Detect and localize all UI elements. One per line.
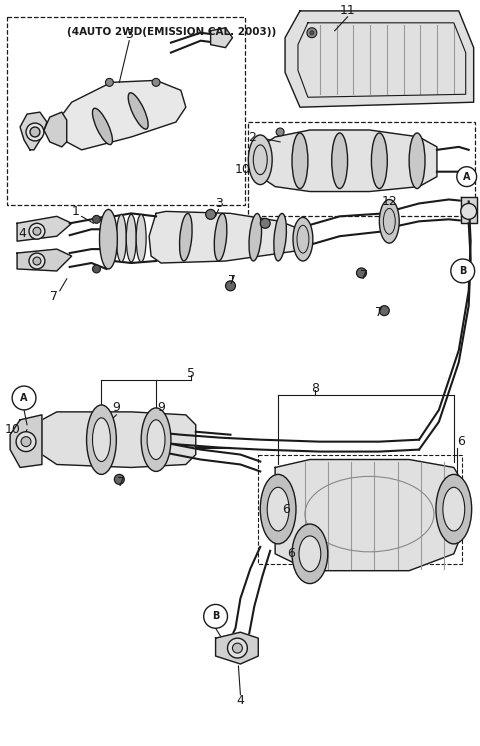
- Ellipse shape: [379, 199, 399, 243]
- Bar: [7, 17, 245, 205]
- Ellipse shape: [93, 108, 112, 145]
- Text: 9: 9: [112, 401, 120, 415]
- Circle shape: [29, 223, 45, 239]
- Ellipse shape: [260, 474, 296, 544]
- Text: 3: 3: [215, 197, 223, 210]
- Text: 1: 1: [72, 205, 80, 218]
- Text: 3: 3: [125, 28, 133, 41]
- Bar: [258, 454, 462, 564]
- Text: 7: 7: [50, 290, 58, 303]
- Circle shape: [29, 253, 45, 269]
- Ellipse shape: [436, 474, 472, 544]
- Ellipse shape: [292, 524, 328, 583]
- Circle shape: [260, 219, 270, 228]
- Text: B: B: [212, 611, 219, 621]
- Polygon shape: [260, 130, 437, 192]
- Circle shape: [16, 432, 36, 451]
- Ellipse shape: [443, 487, 465, 531]
- Circle shape: [30, 127, 40, 137]
- Ellipse shape: [99, 210, 117, 269]
- Ellipse shape: [128, 93, 148, 129]
- Text: A: A: [20, 393, 28, 403]
- Ellipse shape: [180, 213, 192, 261]
- Polygon shape: [216, 632, 258, 664]
- Circle shape: [33, 257, 41, 265]
- Circle shape: [106, 78, 113, 87]
- Ellipse shape: [126, 214, 136, 262]
- Text: 10: 10: [4, 423, 20, 436]
- Text: 7: 7: [375, 306, 384, 319]
- Text: 11: 11: [340, 4, 356, 17]
- Polygon shape: [57, 81, 186, 150]
- Polygon shape: [275, 460, 464, 571]
- Polygon shape: [211, 28, 232, 48]
- Text: 2: 2: [249, 131, 256, 145]
- Text: 6: 6: [457, 435, 465, 448]
- Text: 4: 4: [237, 695, 244, 707]
- Circle shape: [310, 31, 314, 35]
- Ellipse shape: [214, 213, 227, 261]
- Ellipse shape: [136, 214, 146, 262]
- Text: 7: 7: [228, 275, 237, 287]
- Ellipse shape: [293, 217, 313, 261]
- Polygon shape: [10, 415, 42, 468]
- Ellipse shape: [249, 213, 262, 261]
- Circle shape: [357, 268, 366, 278]
- Circle shape: [12, 386, 36, 410]
- Ellipse shape: [274, 213, 287, 261]
- Circle shape: [228, 638, 247, 658]
- Circle shape: [307, 28, 317, 38]
- Circle shape: [451, 259, 475, 283]
- Text: 10: 10: [234, 163, 251, 176]
- Circle shape: [276, 128, 284, 136]
- Circle shape: [232, 643, 242, 653]
- Text: 8: 8: [311, 381, 319, 395]
- Text: 9: 9: [157, 401, 165, 415]
- Text: 12: 12: [382, 195, 397, 208]
- Text: 6: 6: [282, 503, 290, 515]
- Circle shape: [152, 78, 160, 87]
- Text: B: B: [459, 266, 467, 276]
- Circle shape: [93, 265, 100, 273]
- Circle shape: [114, 474, 124, 484]
- Ellipse shape: [299, 536, 321, 571]
- Ellipse shape: [248, 135, 272, 184]
- Polygon shape: [17, 249, 72, 271]
- Ellipse shape: [93, 418, 110, 462]
- Circle shape: [461, 204, 477, 219]
- Ellipse shape: [141, 408, 171, 471]
- Circle shape: [226, 280, 236, 291]
- Polygon shape: [149, 211, 300, 263]
- Ellipse shape: [86, 405, 116, 474]
- Text: 7: 7: [117, 476, 125, 489]
- Polygon shape: [20, 112, 47, 150]
- Text: A: A: [463, 172, 470, 182]
- Text: (4AUTO 2WD(EMISSION CAL. 2003)): (4AUTO 2WD(EMISSION CAL. 2003)): [67, 27, 276, 37]
- Ellipse shape: [372, 133, 387, 189]
- Polygon shape: [285, 11, 474, 107]
- Circle shape: [26, 123, 44, 141]
- Circle shape: [33, 228, 41, 235]
- Polygon shape: [17, 216, 72, 241]
- Ellipse shape: [116, 214, 126, 262]
- Bar: [248, 122, 475, 216]
- Circle shape: [205, 210, 216, 219]
- Polygon shape: [42, 412, 196, 468]
- Text: 5: 5: [187, 367, 195, 380]
- Text: 4: 4: [18, 227, 26, 239]
- Circle shape: [457, 166, 477, 186]
- Ellipse shape: [332, 133, 348, 189]
- Circle shape: [204, 604, 228, 628]
- Polygon shape: [44, 112, 67, 147]
- Ellipse shape: [292, 133, 308, 189]
- Text: 7: 7: [360, 269, 369, 283]
- Polygon shape: [461, 198, 477, 223]
- Circle shape: [379, 306, 389, 316]
- Ellipse shape: [147, 420, 165, 460]
- Circle shape: [93, 216, 100, 223]
- Text: 6: 6: [287, 548, 295, 560]
- Ellipse shape: [409, 133, 425, 189]
- Ellipse shape: [267, 487, 289, 531]
- Circle shape: [21, 436, 31, 447]
